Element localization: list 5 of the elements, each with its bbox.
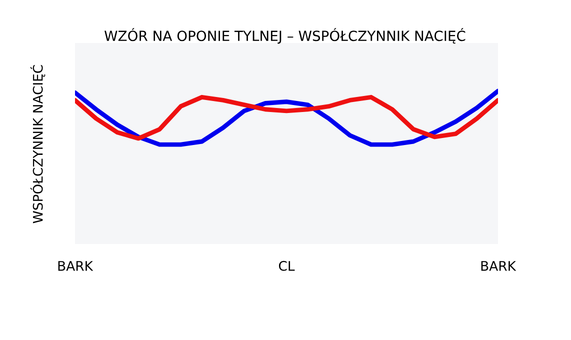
y-axis-title: WSPÓŁCZYNNIK NACIĘĆ	[30, 65, 46, 224]
x-tick-label: CL	[278, 260, 295, 271]
chart-title: WZÓR NA OPONIE TYLNEJ – WSPÓŁCZYNNIK NACIĘĆ	[104, 28, 466, 44]
x-tick-label: BARK	[58, 261, 94, 271]
x-tick-label: BARK	[481, 261, 516, 271]
